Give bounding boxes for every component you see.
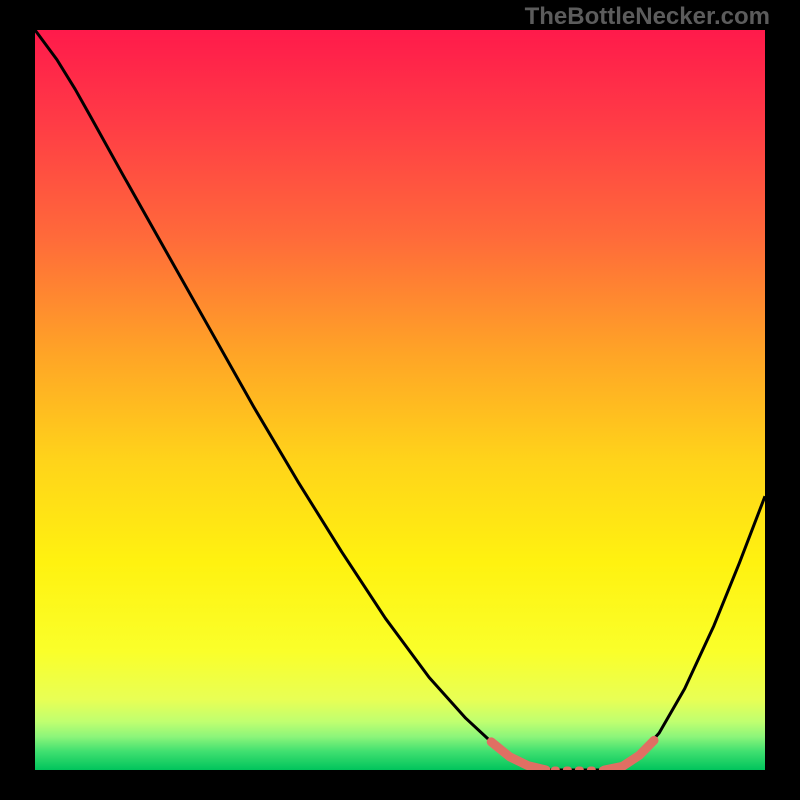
curve-layer <box>35 30 765 770</box>
bottom-accent-right <box>604 740 654 770</box>
bottleneck-curve <box>35 30 765 770</box>
bottom-accent-left <box>491 742 546 770</box>
plot-area <box>35 30 765 770</box>
watermark-text: TheBottleNecker.com <box>525 3 770 31</box>
